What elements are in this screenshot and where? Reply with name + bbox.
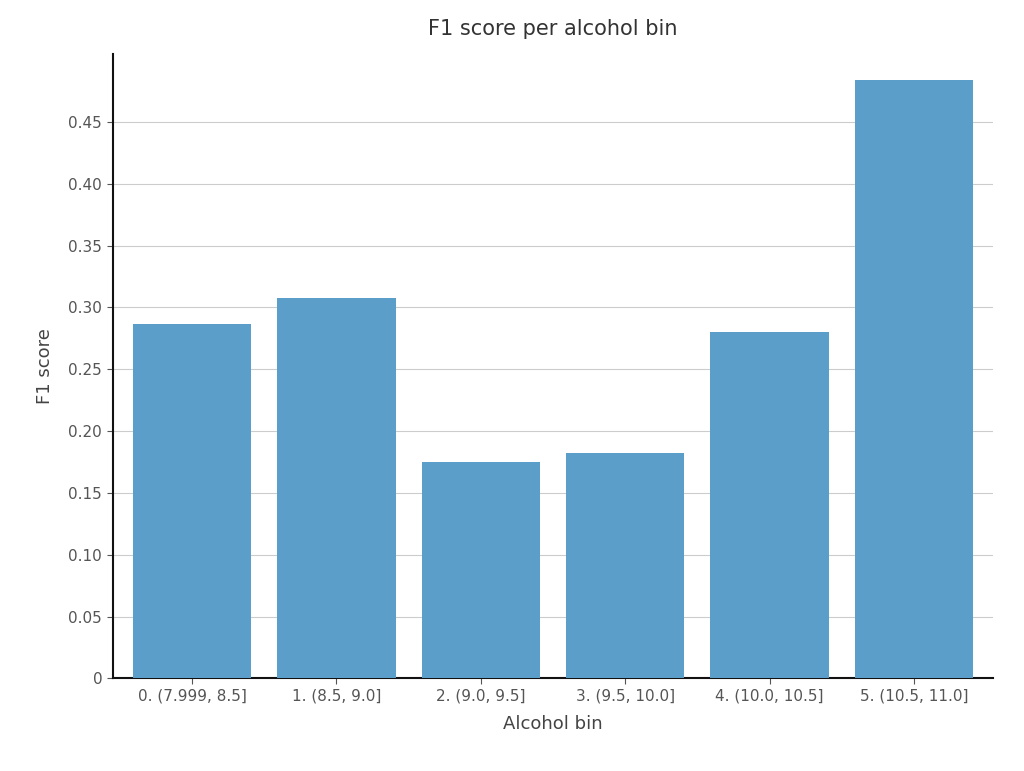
Bar [133,324,251,678]
Bar [855,80,973,678]
Bar [422,462,540,678]
Y-axis label: F1 score: F1 score [37,328,54,404]
X-axis label: Alcohol bin: Alcohol bin [503,715,603,733]
Bar [278,298,395,678]
Bar [566,453,684,678]
Title: F1 score per alcohol bin: F1 score per alcohol bin [428,19,678,39]
Bar [711,332,828,678]
